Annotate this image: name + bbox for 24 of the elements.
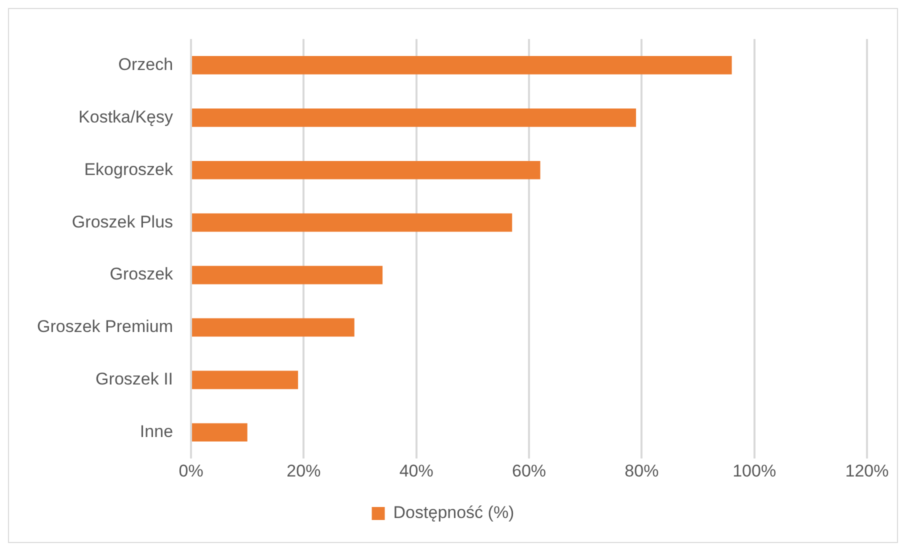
x-tick-label: 100% [732,461,776,480]
y-tick-label: Groszek Plus [72,212,174,232]
legend-label: Dostępność (%) [393,503,514,522]
bar [192,108,636,127]
x-tick-label: 20% [286,461,321,480]
x-tick-label: 40% [399,461,434,480]
bar [192,213,512,232]
bar [192,318,354,337]
y-tick-label: Orzech [118,54,174,74]
y-tick-label: Kostka/Kęsy [78,107,174,126]
bar [192,266,383,284]
bar [192,160,540,180]
x-tick-label: 120% [845,461,889,480]
bar [192,370,298,390]
bar [192,56,732,74]
x-tick-label: 0% [178,461,204,480]
y-tick-label: Ekogroszek [84,160,174,179]
x-tick-label: 60% [512,461,546,480]
y-tick-label: Inne [140,422,174,442]
y-tick-label: Groszek II [96,370,174,389]
x-tick-label: 80% [624,461,659,480]
bar [192,423,248,442]
y-tick-label: Groszek Premium [36,317,174,336]
y-tick-label: Groszek [110,264,174,284]
